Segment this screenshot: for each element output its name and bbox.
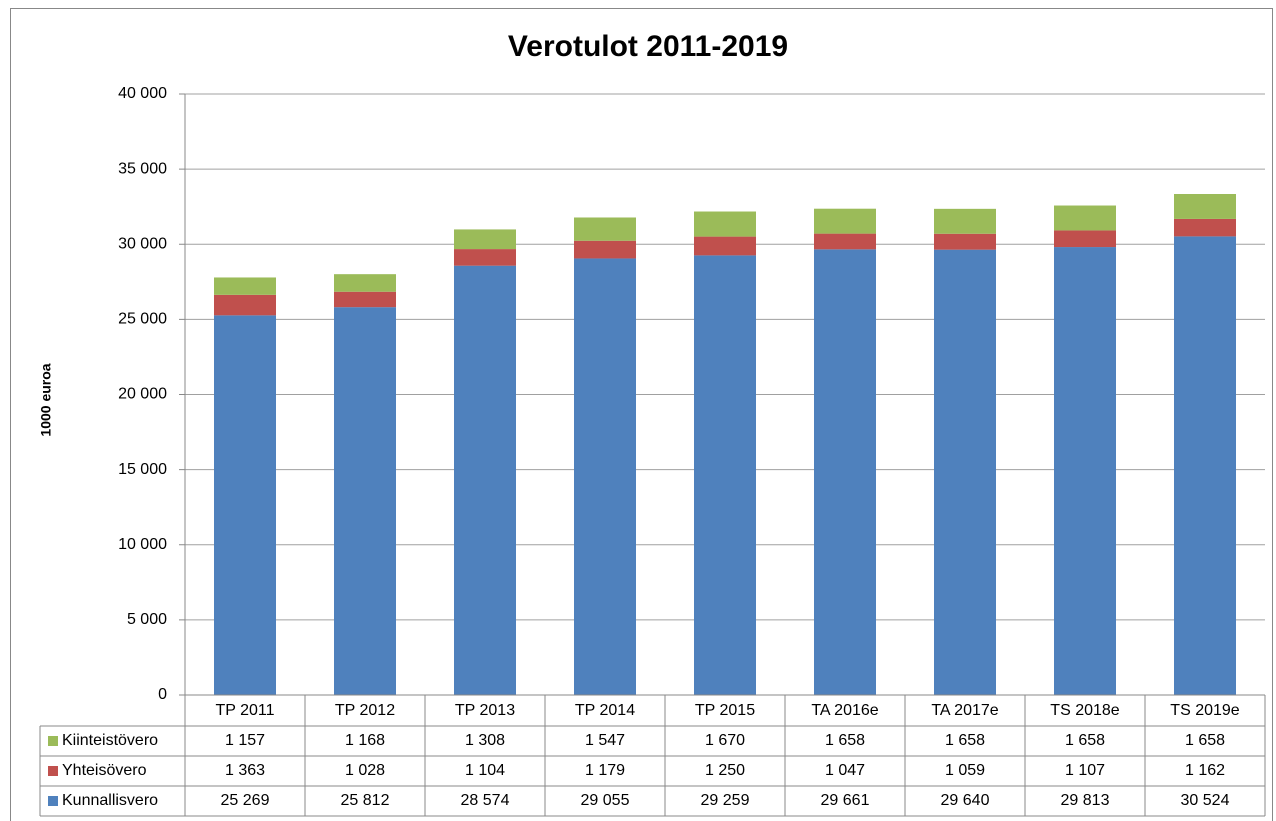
bar-segment: [334, 274, 396, 292]
y-tick-label: 40 000: [118, 85, 167, 102]
x-tick-label: TS 2019e: [1170, 702, 1239, 719]
bar-segment: [454, 249, 516, 266]
data-label: 29 813: [1061, 792, 1110, 809]
bar-segment: [694, 236, 756, 256]
bar-segment: [454, 229, 516, 250]
bar-segment: [814, 249, 876, 695]
data-label: 1 107: [1065, 762, 1105, 779]
bar-segment: [1054, 205, 1116, 231]
y-tick-label: 0: [158, 686, 167, 703]
bar-segment: [574, 258, 636, 695]
data-label: 1 157: [225, 732, 265, 749]
data-label: 1 168: [345, 732, 385, 749]
data-label: 25 269: [221, 792, 270, 809]
data-label: 1 179: [585, 762, 625, 779]
bar-segment: [214, 315, 276, 695]
y-tick-label: 20 000: [118, 386, 167, 403]
legend-label: Yhteisövero: [62, 762, 147, 779]
bar-segment: [334, 291, 396, 308]
data-label: 1 547: [585, 732, 625, 749]
data-label: 1 028: [345, 762, 385, 779]
bar-segment: [574, 240, 636, 259]
legend-swatch: [48, 736, 58, 746]
data-label: 1 658: [1065, 732, 1105, 749]
x-tick-label: TP 2012: [335, 702, 395, 719]
chart-frame: [10, 8, 1273, 821]
data-label: 1 363: [225, 762, 265, 779]
bar-segment: [934, 208, 996, 234]
data-label: 29 661: [821, 792, 870, 809]
data-label: 1 250: [705, 762, 745, 779]
x-tick-label: TP 2011: [215, 702, 274, 719]
data-label: 1 658: [1185, 732, 1225, 749]
data-label: 1 658: [945, 732, 985, 749]
bar-segment: [694, 255, 756, 695]
bar-segment: [814, 208, 876, 234]
data-label: 1 308: [465, 732, 505, 749]
data-label: 29 640: [941, 792, 990, 809]
bar-segment: [934, 233, 996, 250]
data-label: 1 047: [825, 762, 865, 779]
x-tick-label: TP 2013: [455, 702, 515, 719]
x-tick-label: TS 2018e: [1050, 702, 1119, 719]
y-tick-label: 35 000: [118, 160, 167, 177]
y-tick-label: 15 000: [118, 461, 167, 478]
legend-swatch: [48, 766, 58, 776]
bar-segment: [1174, 236, 1236, 696]
bar-segment: [814, 233, 876, 250]
bar-segment: [1054, 247, 1116, 695]
x-tick-label: TA 2016e: [811, 702, 878, 719]
bar-segment: [214, 294, 276, 316]
data-label: 30 524: [1181, 792, 1230, 809]
data-label: 28 574: [461, 792, 510, 809]
bar-segment: [694, 211, 756, 237]
bar-segment: [1054, 230, 1116, 248]
y-tick-label: 5 000: [127, 611, 167, 628]
bar-segment: [1174, 218, 1236, 237]
data-label: 1 162: [1185, 762, 1225, 779]
data-label: 29 259: [701, 792, 750, 809]
y-tick-label: 30 000: [118, 235, 167, 252]
bar-segment: [214, 277, 276, 295]
data-label: 29 055: [581, 792, 630, 809]
data-label: 25 812: [341, 792, 390, 809]
y-axis-label: 1000 euroa: [38, 363, 54, 436]
x-tick-label: TP 2014: [575, 702, 635, 719]
bar-segment: [1174, 194, 1236, 219]
data-label: 1 670: [705, 732, 745, 749]
x-tick-label: TP 2015: [695, 702, 755, 719]
y-tick-label: 25 000: [118, 311, 167, 328]
data-label: 1 059: [945, 762, 985, 779]
bar-segment: [334, 307, 396, 695]
legend-label: Kunnallisvero: [62, 792, 158, 809]
data-label: 1 104: [465, 762, 505, 779]
bar-segment: [454, 265, 516, 695]
y-tick-label: 10 000: [118, 536, 167, 553]
x-tick-label: TA 2017e: [931, 702, 998, 719]
legend-label: Kiinteistövero: [62, 732, 158, 749]
data-label: 1 658: [825, 732, 865, 749]
legend-swatch: [48, 796, 58, 806]
bar-segment: [934, 249, 996, 695]
chart-title: Verotulot 2011-2019: [508, 30, 788, 63]
bar-segment: [574, 217, 636, 241]
